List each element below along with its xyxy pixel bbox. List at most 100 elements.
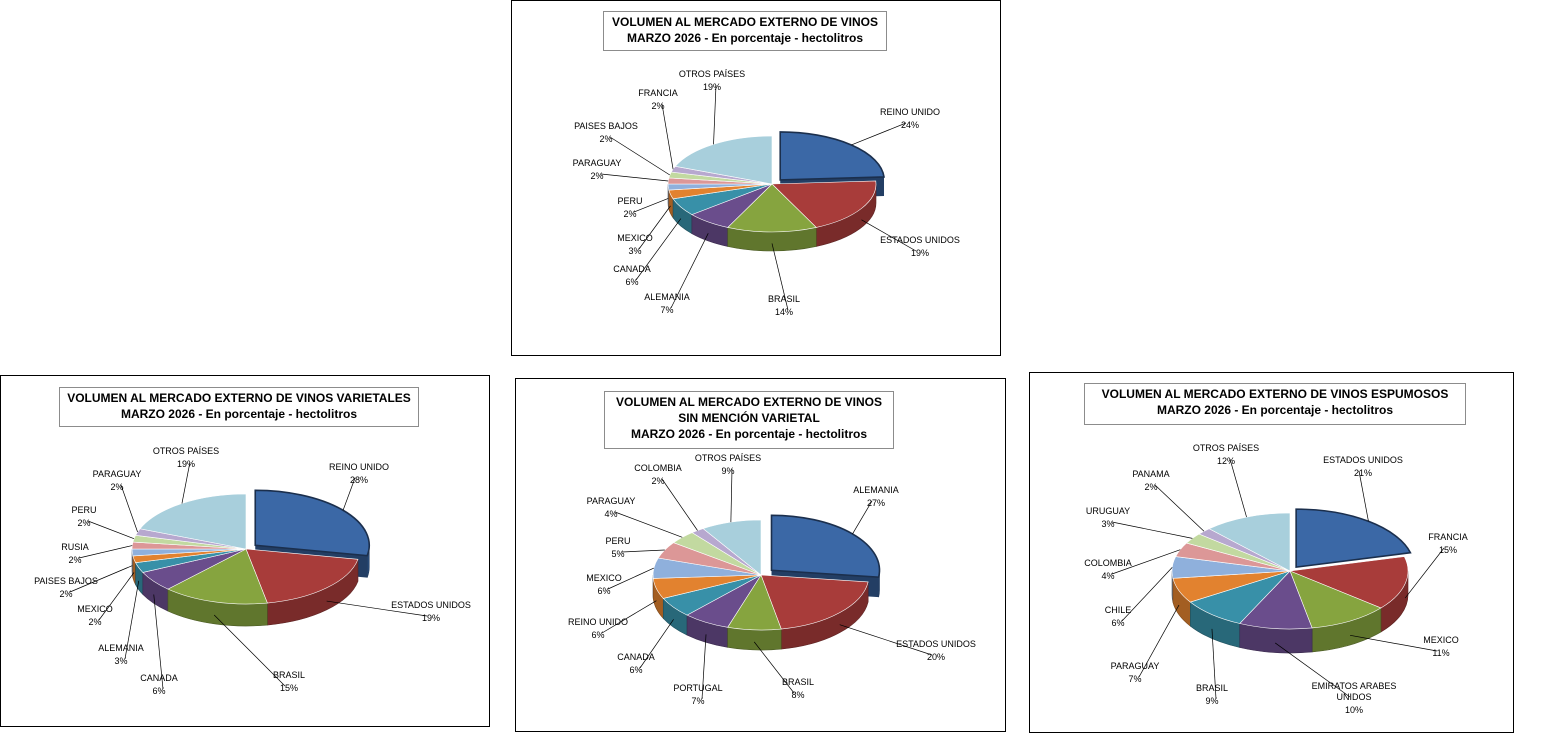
chart-title: VOLUMEN AL MERCADO EXTERNO DE VINOS SIN … (604, 391, 894, 449)
slice-label-paraguay: PARAGUAY (93, 469, 142, 479)
leader-line-paraguay (600, 173, 669, 182)
slice-value-estados-unidos: 19% (422, 613, 440, 623)
pie-slice-brasil (727, 183, 817, 233)
leader-line-paises-bajos (609, 136, 671, 176)
slice-value-chile: 6% (1111, 618, 1124, 628)
slice-label-brasil: BRASIL (1196, 683, 1228, 693)
leader-line-paraguay (1138, 604, 1180, 678)
slice-value-paises-bajos: 2% (599, 134, 612, 144)
pie-slice-mexico (1289, 570, 1382, 629)
slice-label-mexico: MEXICO (77, 604, 113, 614)
slice-label-estados-unidos: ESTADOS UNIDOS (896, 639, 976, 649)
slice-value-mexico: 6% (597, 586, 610, 596)
slice-label-chile: CHILE (1105, 605, 1132, 615)
pie-slice-otros-paises (674, 135, 773, 185)
slice-value-mexico: 2% (88, 617, 101, 627)
slice-value-paraguay: 7% (1128, 674, 1141, 684)
slice-label-brasil: BRASIL (273, 670, 305, 680)
pie-slices (667, 131, 885, 252)
leader-line-brasil (753, 641, 795, 694)
slice-label-alemania: ALEMANIA (853, 485, 899, 495)
leader-line-mexico (98, 572, 135, 621)
leader-line-otros-paises (1229, 458, 1247, 518)
slice-label-paises-bajos: PAISES BAJOS (34, 576, 98, 586)
leader-line-peru (87, 520, 135, 540)
slice-value-francia: 15% (1439, 545, 1457, 555)
pie-chart-vinos-varietales: REINO UNIDO 28% ESTADOS UNIDOS 19% BRASIL 15%… (34, 446, 471, 696)
leader-line-panama (1154, 484, 1205, 532)
slice-value-alemania: 27% (867, 498, 885, 508)
pie-side-brasil (727, 626, 782, 651)
slice-label-peru: PERU (71, 505, 96, 515)
leader-line-otros-paises (730, 468, 733, 523)
pie-slice-estados-unidos (760, 574, 869, 630)
slice-value-alemania: 7% (660, 305, 673, 315)
slice-value-portugal: 7% (691, 696, 704, 706)
chart-title-line-2: MARZO 2026 - En porcentaje - hectolitros (120, 407, 358, 421)
slice-label-otros-paises: OTROS PAÍSES (695, 453, 761, 463)
leader-line-estados-unidos (861, 219, 917, 252)
slice-value-mexico: 3% (628, 246, 641, 256)
slice-value-reino-unido: 28% (350, 475, 368, 485)
leader-line-francia (661, 103, 674, 170)
leader-line-alemania (670, 233, 709, 309)
leader-line-otros-paises (713, 84, 717, 145)
slice-value-paraguay: 4% (604, 509, 617, 519)
leader-line-francia (1404, 547, 1445, 599)
slice-value-brasil: 14% (775, 307, 793, 317)
chart-panel-vinos: REINO UNIDO 24% ESTADOS UNIDOS 19% BRASIL 14%… (511, 0, 1001, 356)
slice-label-mexico: MEXICO (1423, 635, 1459, 645)
slice-label-panama: PANAMA (1132, 469, 1169, 479)
chart-title-line-1: VOLUMEN AL MERCADO EXTERNO DE VINOS (611, 15, 879, 29)
pie-chart-vinos: REINO UNIDO 24% ESTADOS UNIDOS 19% BRASIL 14%… (573, 69, 960, 317)
slice-label-otros-paises: OTROS PAÍSES (1193, 443, 1259, 453)
slice-value-brasil: 9% (1205, 696, 1218, 706)
slice-label-rusia: RUSIA (61, 542, 89, 552)
leader-line-estados-unidos (1358, 470, 1369, 522)
slice-label-otros-paises: OTROS PAÍSES (679, 69, 745, 79)
slice-label-francia: FRANCIA (638, 88, 678, 98)
slice-value-canada: 6% (625, 277, 638, 287)
leader-line-rusia (78, 545, 133, 559)
slice-label-estados-unidos: ESTADOS UNIDOS (391, 600, 471, 610)
slice-label-paraguay: PARAGUAY (573, 158, 622, 168)
pie-slice-estados-unidos (245, 548, 359, 604)
leader-line-alemania (124, 580, 140, 660)
leader-line-canada (639, 619, 674, 669)
leader-line-brasil (213, 614, 286, 687)
slice-value-colombia: 4% (1101, 571, 1114, 581)
pie-slices (131, 489, 370, 627)
leader-line-estados-unidos (326, 600, 428, 617)
chart-panel-vinos-sin-mencion-varietal: ALEMANIA 27% ESTADOS UNIDOS 20% BRASIL 8% PORT… (515, 378, 1006, 732)
slice-label-francia: FRANCIA (1428, 532, 1468, 542)
chart-title-line-1: VOLUMEN AL MERCADO EXTERNO DE VINOS ESPU… (1101, 387, 1449, 401)
slice-value-otros-paises: 19% (177, 459, 195, 469)
slice-value-brasil: 15% (280, 683, 298, 693)
leader-line-peru (621, 549, 665, 553)
pie-slices (1171, 508, 1412, 654)
slice-label-estados-unidos: ESTADOS UNIDOS (1323, 455, 1403, 465)
slice-value-reino-unido: 24% (901, 120, 919, 130)
leader-line-reino-unido (851, 122, 907, 146)
pie-slices (652, 514, 881, 651)
leader-line-reino-unido (601, 600, 657, 634)
leader-line-chile (1121, 567, 1173, 622)
slice-label-brasil: BRASIL (782, 677, 814, 687)
pie-labels: REINO UNIDO 28% ESTADOS UNIDOS 19% BRASIL 15%… (34, 446, 471, 696)
leader-line-paises-bajos (69, 565, 133, 593)
leader-line-brasil (771, 243, 789, 311)
leader-line-portugal (701, 634, 707, 700)
slice-value-otros-paises: 9% (721, 466, 734, 476)
pie-chart-vinos-espumosos: ESTADOS UNIDOS 21% FRANCIA 15% MEXICO 11% EMIR… (1084, 443, 1468, 715)
leader-line-mexico (1350, 634, 1438, 652)
leader-line-emiratos-arabes-unidos (1275, 642, 1351, 698)
pie-slice-reino-unido (254, 489, 370, 557)
leader-line-colombia (1111, 549, 1181, 575)
leader-line-mexico (607, 567, 654, 590)
chart-panel-vinos-varietales: REINO UNIDO 28% ESTADOS UNIDOS 19% BRASIL 15%… (0, 375, 490, 727)
pie-slice-otros-paises (702, 519, 762, 576)
chart-title-line-2: MARZO 2026 - En porcentaje - hectolitros (1156, 403, 1394, 417)
slice-value-otros-paises: 12% (1217, 456, 1235, 466)
slice-value-peru: 5% (611, 549, 624, 559)
pie-labels: ESTADOS UNIDOS 21% FRANCIA 15% MEXICO 11% EMIR… (1084, 443, 1468, 715)
